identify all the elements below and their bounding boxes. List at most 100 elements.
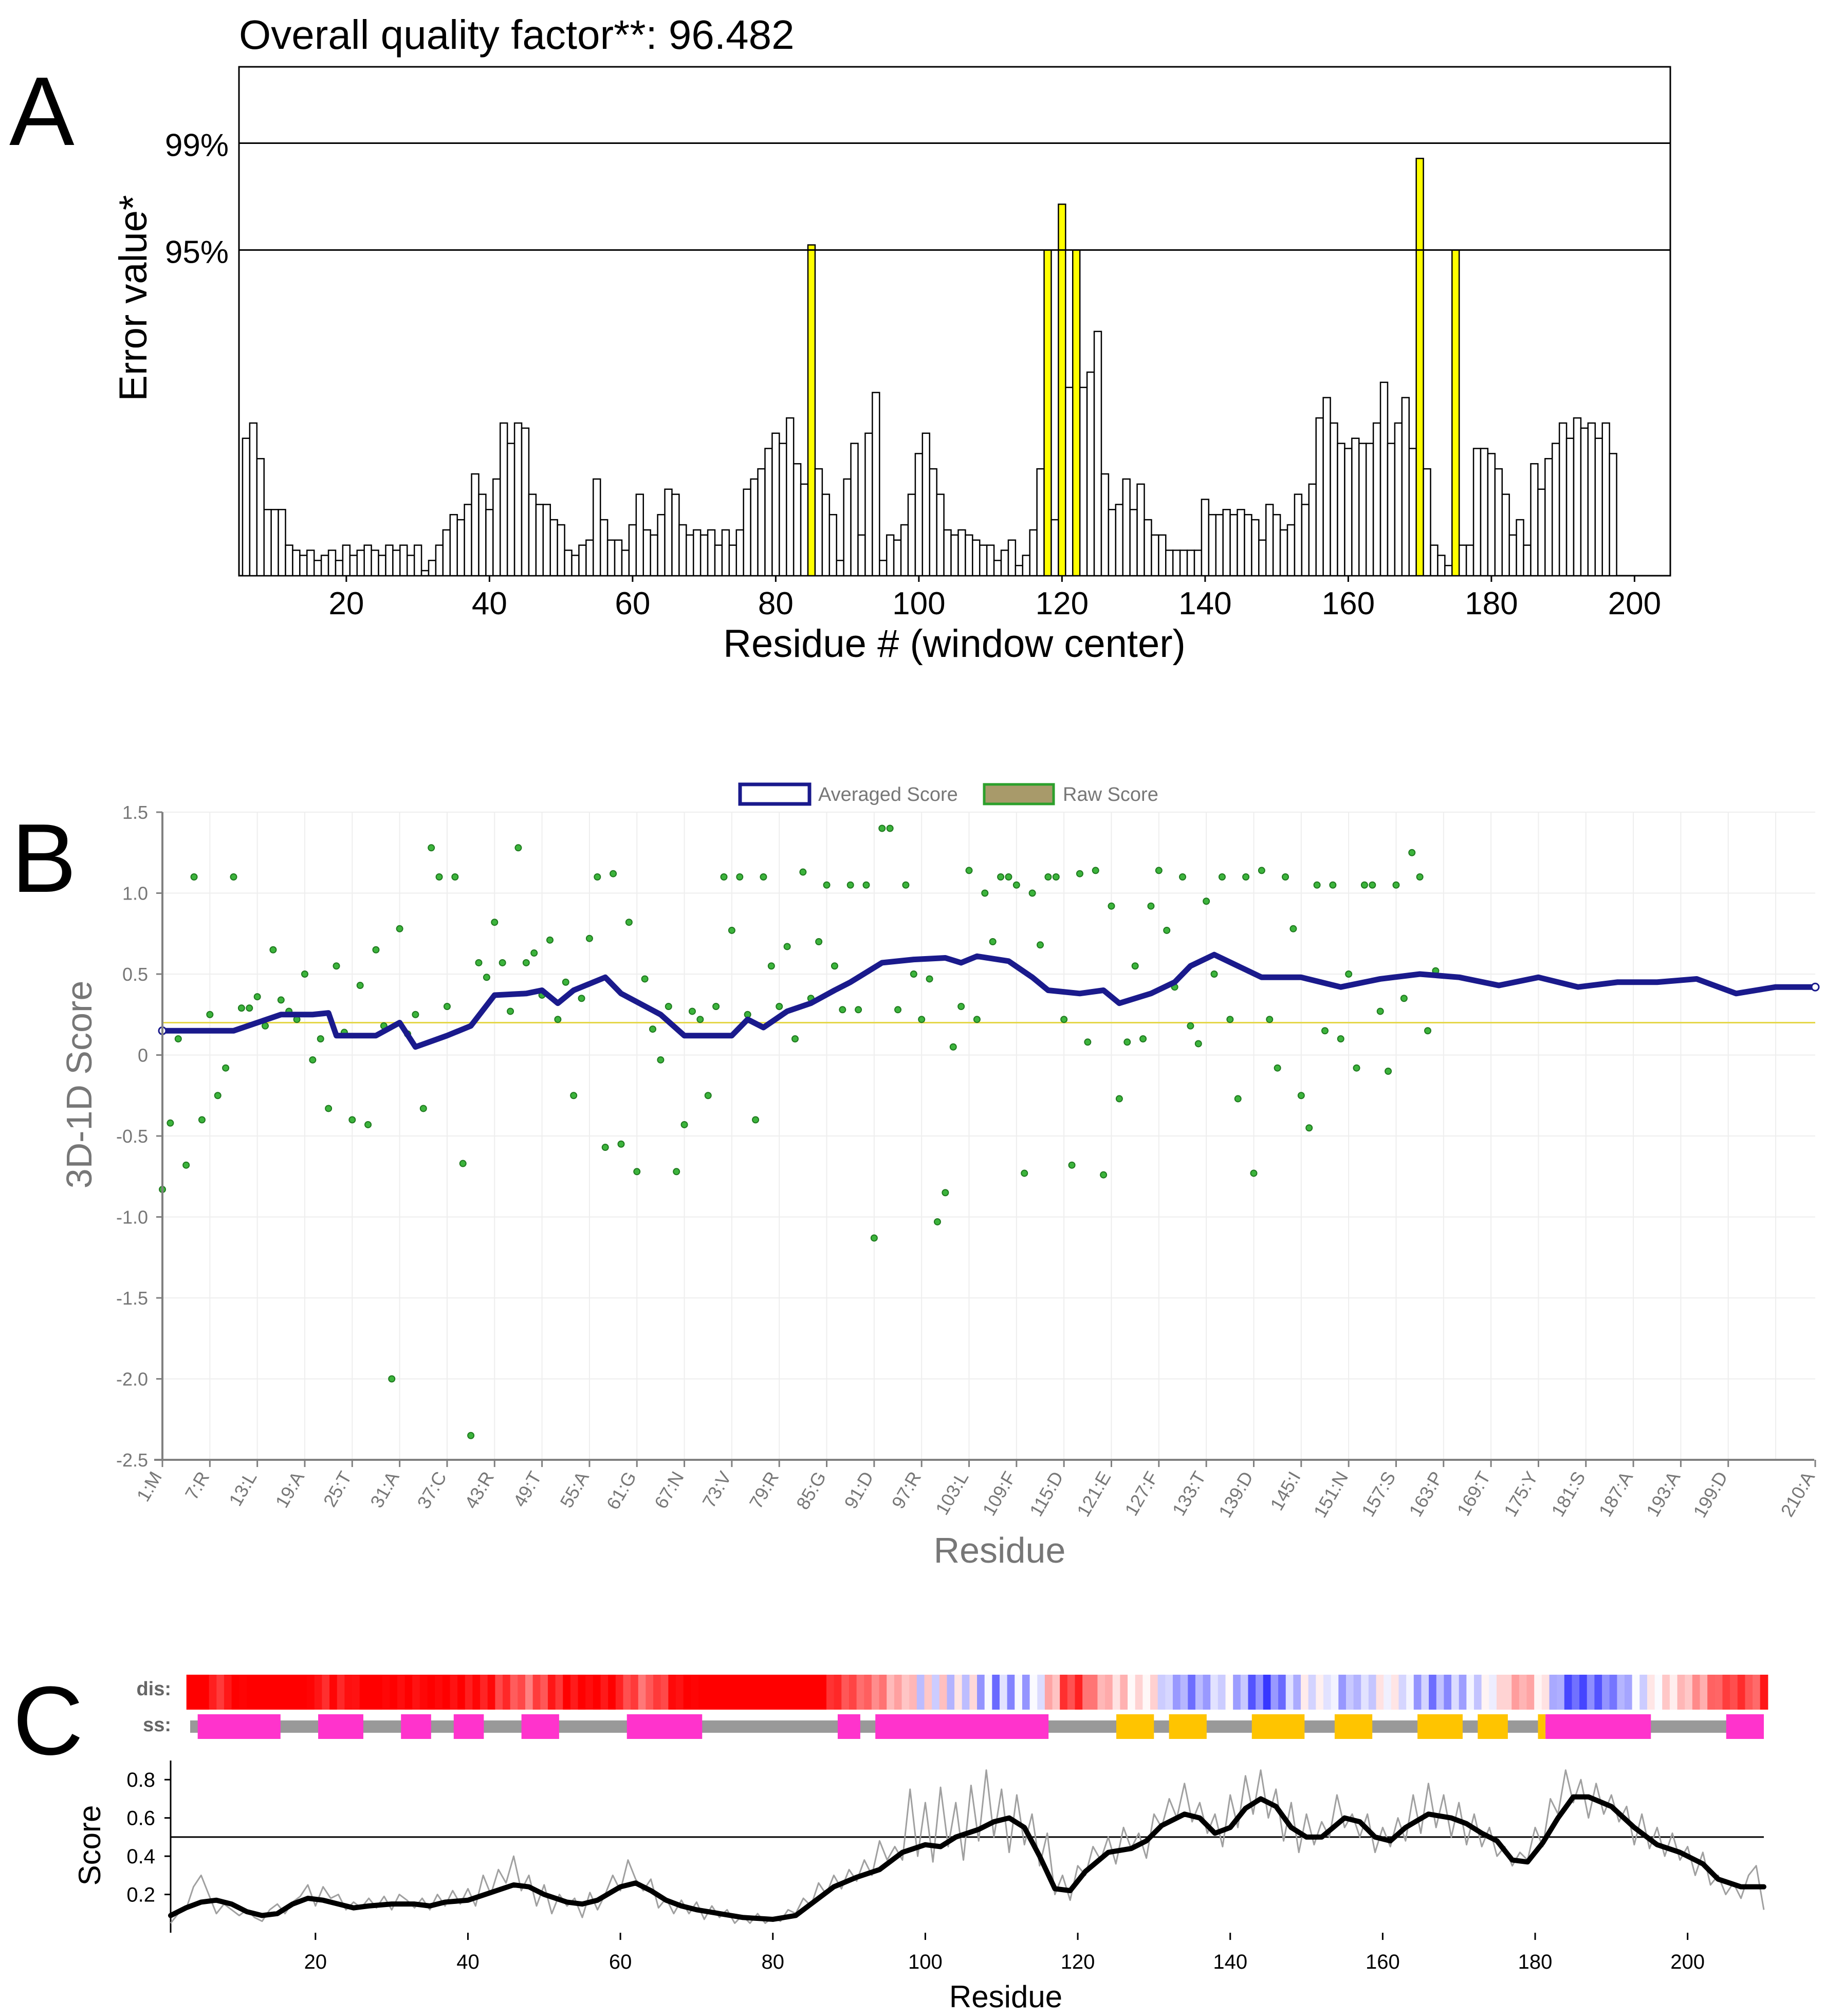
- disorder-cell: [916, 1675, 925, 1710]
- disorder-cell: [804, 1675, 812, 1710]
- raw-score-point: [1115, 1095, 1123, 1103]
- disorder-cell: [999, 1675, 1008, 1710]
- x-tick-label: 109:F: [978, 1468, 1020, 1519]
- x-tick-label: 20: [328, 586, 364, 621]
- raw-score-point: [459, 1160, 467, 1167]
- error-bar: [1387, 443, 1396, 577]
- raw-score-point: [507, 1007, 514, 1015]
- raw-score-point: [791, 1035, 799, 1042]
- error-bar: [850, 443, 859, 577]
- error-bar: [342, 544, 351, 577]
- panel-b-legend: Averaged Score Raw Score: [738, 782, 1158, 806]
- error-bar: [650, 534, 658, 577]
- error-bar: [1609, 453, 1617, 577]
- disorder-cell: [495, 1675, 504, 1710]
- disorder-cell: [1120, 1675, 1129, 1710]
- disorder-cell: [992, 1675, 1000, 1710]
- disorder-cell: [1624, 1675, 1633, 1710]
- disorder-cell: [1353, 1675, 1362, 1710]
- raw-score-point: [419, 1105, 427, 1112]
- raw-score-point: [309, 1056, 317, 1064]
- x-tick-label: 13:L: [225, 1468, 261, 1510]
- raw-score-point: [1210, 970, 1218, 978]
- error-bar: [757, 468, 766, 577]
- disorder-cell: [374, 1675, 383, 1710]
- error-bar: [936, 493, 945, 577]
- disorder-cell: [1301, 1675, 1309, 1710]
- y-tick-label: 0.4: [126, 1845, 155, 1868]
- raw-score-point: [878, 824, 886, 832]
- raw-score-point: [1005, 873, 1012, 881]
- disorder-cell: [525, 1675, 533, 1710]
- raw-score-point: [949, 1043, 957, 1051]
- error-bar: [642, 529, 651, 577]
- error-bar: [478, 493, 487, 577]
- disorder-cell: [969, 1675, 978, 1710]
- disorder-cell: [924, 1675, 933, 1710]
- error-bar: [420, 570, 430, 577]
- disorder-cell: [698, 1675, 707, 1710]
- error-bar: [1358, 443, 1367, 577]
- disorder-cell: [239, 1675, 247, 1710]
- x-tick-label: 157:S: [1357, 1468, 1400, 1520]
- error-bar: [1122, 478, 1131, 577]
- highlighted-error-bar: [1451, 249, 1460, 577]
- disorder-cell: [450, 1675, 458, 1710]
- raw-score-point: [1289, 925, 1297, 932]
- raw-score-point: [1282, 873, 1289, 881]
- raw-score-point: [1147, 902, 1155, 910]
- y-tick-label: -0.5: [116, 1126, 148, 1147]
- ss-strand-segment: [1478, 1714, 1508, 1739]
- error-bar: [1222, 509, 1231, 577]
- error-bar: [857, 534, 866, 577]
- error-bar: [792, 463, 802, 577]
- raw-score-point: [894, 1006, 902, 1014]
- ss-strand-segment: [1116, 1714, 1154, 1739]
- error-bar: [456, 519, 465, 577]
- error-bar: [872, 392, 880, 577]
- error-bar: [1136, 483, 1145, 577]
- x-tick-label: 120: [1061, 1951, 1095, 1973]
- x-tick-label: 37:C: [413, 1468, 451, 1512]
- raw-score-point: [412, 1011, 419, 1018]
- raw-score-point: [997, 873, 1005, 881]
- panel-a-xticks: 20 40 60 80 100 120 140 160 180 200: [328, 576, 1661, 621]
- raw-score-point: [554, 1016, 562, 1023]
- raw-score-point: [1060, 1016, 1068, 1023]
- disorder-cell: [1368, 1675, 1377, 1710]
- error-bar: [1229, 514, 1238, 577]
- disorder-cell: [1526, 1675, 1535, 1710]
- raw-score-point: [957, 1003, 965, 1010]
- raw-score-point: [1076, 870, 1083, 877]
- error-bar: [571, 555, 580, 577]
- error-bar: [449, 514, 458, 577]
- raw-score-point: [167, 1119, 174, 1127]
- panel-b-xticks: 1:M 7:R 13:L 19:A 25:T 31:A 37:C 43:R 49:T 55:A 61…: [132, 1460, 1819, 1521]
- error-bar: [1465, 544, 1474, 577]
- error-bar: [786, 417, 795, 577]
- panel-b-raw-points: [159, 824, 1440, 1439]
- error-bar: [1308, 483, 1317, 577]
- disorder-cell: [352, 1675, 360, 1710]
- error-bar: [900, 524, 909, 577]
- disorder-cell: [1511, 1675, 1520, 1710]
- error-bar: [435, 544, 444, 577]
- disorder-cell: [1256, 1675, 1264, 1710]
- disorder-cell: [1496, 1675, 1505, 1710]
- disorder-cell: [1534, 1675, 1542, 1710]
- raw-score-point: [230, 873, 237, 881]
- disorder-cell: [939, 1675, 948, 1710]
- error-bar: [779, 443, 787, 577]
- disorder-cell: [1015, 1675, 1023, 1710]
- disorder-cell: [759, 1675, 767, 1710]
- panel-c-xlabel: Residue: [949, 1980, 1062, 2014]
- disorder-cell: [1541, 1675, 1550, 1710]
- disorder-cell: [1172, 1675, 1181, 1710]
- error-bar: [657, 514, 666, 577]
- error-bar: [1315, 417, 1324, 577]
- error-bar: [743, 488, 751, 577]
- ss-helix-segment: [521, 1714, 559, 1739]
- disorder-cell: [284, 1675, 292, 1710]
- error-bar: [886, 534, 895, 577]
- raw-score-point: [562, 978, 569, 986]
